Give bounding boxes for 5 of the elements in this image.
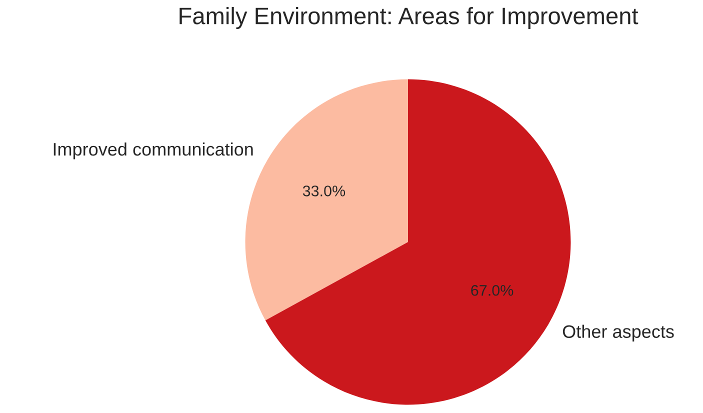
slice-label: Other aspects <box>562 324 674 342</box>
slice-label: Improved communication <box>54 142 253 160</box>
data-label: 33.0% <box>302 186 346 196</box>
data-label: 67.0% <box>471 284 514 296</box>
chart-title: Family Environment: Areas for Improvement <box>180 6 638 30</box>
